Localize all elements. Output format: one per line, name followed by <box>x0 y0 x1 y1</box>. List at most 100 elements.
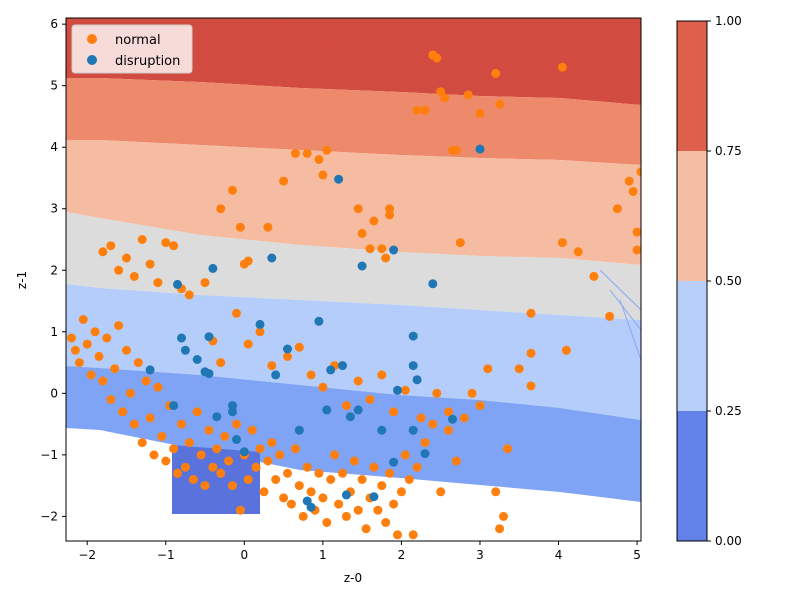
point-normal <box>632 245 641 255</box>
point-normal <box>184 290 194 300</box>
y-tick-label: 0 <box>50 386 58 400</box>
point-normal <box>632 227 641 237</box>
contour-ragged-blue-right <box>599 269 641 361</box>
point-normal <box>353 505 363 515</box>
x-tick-label: −2 <box>78 548 96 562</box>
point-normal <box>78 315 88 324</box>
point-normal <box>145 413 155 423</box>
point-normal <box>385 204 395 214</box>
colorbar-ticks: 0.00 0.25 0.50 0.75 1.00 <box>707 14 742 548</box>
point-normal <box>149 450 159 460</box>
point-normal <box>169 444 179 454</box>
band-0.125-0.25 <box>66 366 641 502</box>
point-normal <box>404 475 414 484</box>
point-normal <box>74 358 84 368</box>
x-tick-label: 0 <box>240 548 248 562</box>
point-disruption <box>428 279 438 289</box>
point-normal <box>330 450 340 460</box>
point-disruption <box>204 369 214 379</box>
point-normal <box>184 438 194 448</box>
point-normal <box>495 99 505 109</box>
point-normal <box>232 308 241 318</box>
x-tick-label: 2 <box>398 548 406 562</box>
point-normal <box>243 475 253 484</box>
legend-box <box>71 24 193 74</box>
point-normal <box>279 176 289 186</box>
point-disruption <box>357 261 367 271</box>
y-tick-label: 1 <box>50 325 58 339</box>
point-normal <box>216 204 226 214</box>
point-normal <box>106 241 116 251</box>
point-normal <box>102 333 112 343</box>
point-disruption <box>475 144 485 154</box>
point-normal <box>255 444 265 454</box>
band-0.625-0.75 <box>66 78 641 165</box>
point-normal <box>283 351 292 361</box>
point-normal <box>369 216 379 226</box>
point-normal <box>204 425 214 435</box>
point-disruption <box>177 333 186 343</box>
point-normal <box>110 364 120 374</box>
point-normal <box>491 68 501 78</box>
point-normal <box>467 388 477 398</box>
point-normal <box>432 388 442 398</box>
point-normal <box>318 170 328 180</box>
point-disruption <box>228 407 237 417</box>
band-0.00-0.125 <box>172 445 260 514</box>
point-normal <box>444 407 453 417</box>
point-normal <box>365 244 375 254</box>
band-0.75-1.00 <box>66 18 641 105</box>
point-normal <box>432 53 442 63</box>
point-disruption <box>341 490 351 500</box>
point-normal <box>605 311 615 321</box>
point-disruption <box>145 365 155 375</box>
point-normal <box>385 468 395 478</box>
colorbar-tick-label: 0.75 <box>715 144 742 158</box>
point-normal <box>377 370 387 380</box>
point-normal <box>228 481 237 491</box>
point-disruption <box>255 319 265 329</box>
point-disruption <box>326 365 336 375</box>
point-normal <box>302 148 312 158</box>
point-normal <box>475 108 485 118</box>
point-normal <box>381 253 391 263</box>
point-normal <box>224 456 234 466</box>
point-normal <box>259 487 269 497</box>
point-disruption <box>208 263 218 273</box>
x-tick-label: 5 <box>633 548 641 562</box>
point-normal <box>137 235 147 244</box>
point-normal <box>200 481 210 491</box>
point-disruption <box>420 449 430 459</box>
point-normal <box>612 204 622 214</box>
point-normal <box>275 450 285 460</box>
point-normal <box>157 431 167 441</box>
point-normal <box>251 462 261 472</box>
point-normal <box>475 401 485 411</box>
point-normal <box>318 493 328 503</box>
point-disruption <box>322 405 332 415</box>
point-normal <box>67 333 76 343</box>
point-disruption <box>334 174 344 184</box>
point-normal <box>389 407 399 417</box>
point-normal <box>400 385 410 395</box>
point-normal <box>94 351 104 361</box>
point-normal <box>188 475 198 484</box>
point-normal <box>514 364 524 374</box>
point-normal <box>459 413 469 423</box>
plot-area <box>66 18 641 541</box>
point-normal <box>338 468 347 478</box>
colorbar-band-0 <box>677 411 707 541</box>
point-disruption <box>180 345 190 355</box>
point-normal <box>589 271 599 281</box>
point-normal <box>129 419 139 429</box>
point-normal <box>208 462 218 472</box>
point-normal <box>349 456 359 466</box>
point-normal <box>114 321 124 331</box>
point-normal <box>122 253 131 263</box>
point-normal <box>70 345 80 355</box>
point-normal <box>322 145 332 155</box>
point-normal <box>298 511 308 521</box>
point-disruption <box>412 375 422 385</box>
point-normal <box>357 475 367 484</box>
x-tick-label: 4 <box>555 548 563 562</box>
